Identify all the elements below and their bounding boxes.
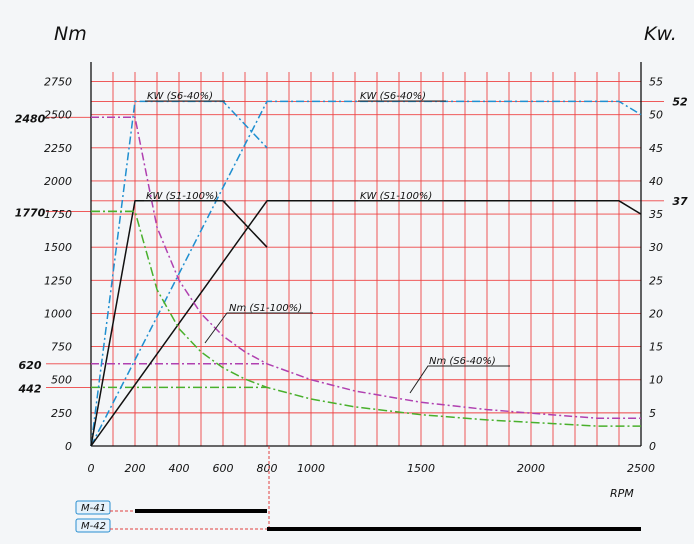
x-tick-label: 0: [88, 462, 95, 475]
y-left-tick-label: 250: [51, 407, 72, 420]
y-left-tick-label: 2500: [44, 109, 72, 122]
x-tick-label: 1000: [297, 462, 325, 475]
annotation-leader: [409, 365, 510, 394]
annotation-nm-s1: Nm (S1-100%): [229, 303, 302, 314]
y-right-tick-label: 35: [649, 208, 663, 221]
y-left-unit-label: Nm: [54, 23, 87, 45]
marked-right-value: 37: [672, 195, 688, 208]
marked-left-value: 442: [18, 382, 42, 395]
y-right-tick-label: 30: [649, 241, 663, 254]
x-tick-label: 1500: [407, 462, 435, 475]
marked-left-value: 1770: [15, 206, 46, 219]
marked-left-value: 620: [19, 359, 42, 372]
motor-tag-m41: [75, 500, 111, 515]
y-left-tick-label: 1750: [44, 208, 72, 221]
x-tick-label: 600: [213, 462, 234, 475]
y-right-tick-label: 45: [649, 142, 663, 155]
y-left-tick-label: 2250: [44, 142, 72, 155]
annotation-kw-s1-right: KW (S1-100%): [360, 191, 432, 202]
motor-tag-m42: [75, 518, 111, 533]
annotation-leaders: [144, 100, 510, 394]
x-tick-label: 2000: [517, 462, 545, 475]
y-left-tick-label: 2750: [44, 76, 72, 89]
annotation-nm-s6: Nm (S6-40%): [429, 356, 496, 367]
tick-labels: 0 200 400 600 800 1000 1500 2000 250002505007501…: [15, 76, 688, 475]
marked-left-value: 2480: [15, 112, 46, 125]
y-left-tick-label: 750: [51, 341, 72, 354]
x-tick-label: 200: [125, 462, 146, 475]
y-right-tick-label: 15: [649, 341, 663, 354]
y-left-tick-label: 2000: [44, 175, 72, 188]
y-left-tick-label: 0: [65, 440, 72, 453]
annotation-kw-s6-left: KW (S6-40%): [147, 91, 213, 102]
y-right-tick-label: 40: [649, 175, 663, 188]
y-right-tick-label: 10: [649, 374, 663, 387]
y-left-tick-label: 1500: [44, 241, 72, 254]
marked-right-value: 52: [672, 95, 688, 108]
series-layer: [90, 100, 642, 447]
x-unit-label: RPM: [610, 487, 634, 500]
grid: [46, 62, 664, 447]
motor-ranges: M-41 M-42: [75, 446, 641, 533]
motor-label-m41: M-41: [81, 503, 106, 514]
y-right-tick-label: 25: [649, 274, 663, 287]
y-right-tick-label: 50: [649, 109, 663, 122]
motor-label-m42: M-42: [81, 521, 106, 532]
x-tick-label: 400: [169, 462, 190, 475]
y-right-tick-label: 0: [649, 440, 656, 453]
x-tick-label: 2500: [627, 462, 655, 475]
y-right-unit-label: Kw.: [644, 23, 677, 45]
y-right-tick-label: 55: [649, 76, 663, 89]
series-line: [91, 210, 641, 427]
annotation-leader: [204, 312, 313, 344]
y-right-tick-label: 5: [649, 407, 656, 420]
y-left-tick-label: 1250: [44, 274, 72, 287]
y-left-tick-label: 1000: [44, 307, 72, 320]
series-line: [91, 116, 641, 419]
annotation-kw-s6-right: KW (S6-40%): [360, 91, 426, 102]
y-left-tick-label: 500: [51, 374, 72, 387]
x-tick-label: 800: [257, 462, 278, 475]
y-right-tick-label: 20: [649, 307, 663, 320]
annotation-kw-s1-left: KW (S1-100%): [146, 191, 218, 202]
series-line: [90, 200, 642, 447]
series-line: [90, 100, 642, 447]
